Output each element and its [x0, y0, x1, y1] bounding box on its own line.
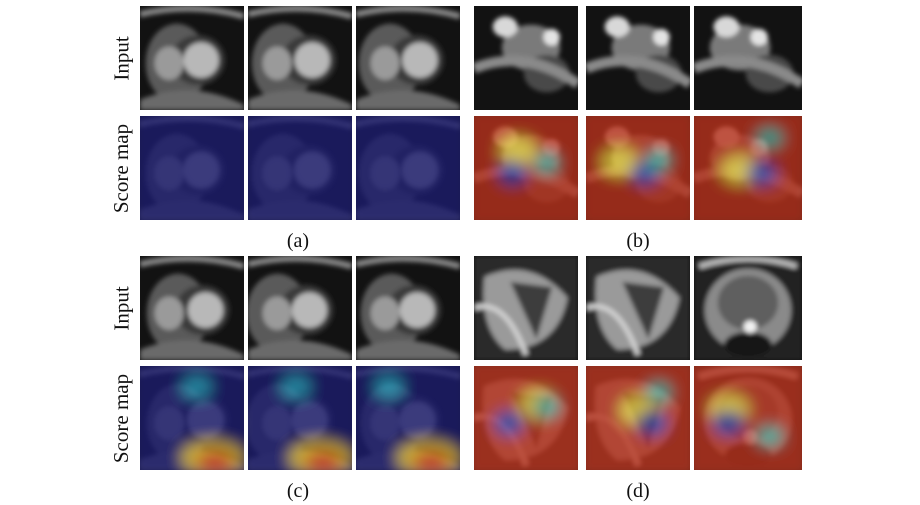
input-image-a-1 — [140, 6, 244, 110]
score-map-image-a-3 — [356, 116, 460, 220]
panel-caption-a: (a) — [286, 230, 310, 252]
input-image-b-1 — [474, 6, 578, 110]
row-label-input-top: Input — [109, 35, 134, 81]
score-map-image-a-2 — [248, 116, 352, 220]
score-map-image-c-1 — [140, 366, 244, 470]
panel-caption-b: (b) — [626, 230, 650, 252]
score-map-image-c-3 — [356, 366, 460, 470]
input-image-a-3 — [356, 6, 460, 110]
row-label-input-bottom: Input — [109, 285, 134, 331]
row-label-score-map-top: Score map — [109, 123, 134, 213]
input-image-b-2 — [586, 6, 690, 110]
score-map-image-d-2 — [586, 366, 690, 470]
input-image-c-3 — [356, 256, 460, 360]
score-map-image-b-1 — [474, 116, 578, 220]
input-image-b-3 — [694, 6, 802, 110]
score-map-image-b-2 — [586, 116, 690, 220]
input-image-d-1 — [474, 256, 578, 360]
panel-caption-d: (d) — [626, 480, 650, 502]
input-image-a-2 — [248, 6, 352, 110]
row-label-score-map-bottom: Score map — [109, 373, 134, 463]
input-image-d-2 — [586, 256, 690, 360]
score-map-image-b-3 — [694, 116, 802, 220]
score-map-image-d-1 — [474, 366, 578, 470]
panel-caption-c: (c) — [286, 480, 310, 502]
score-map-image-c-2 — [248, 366, 352, 470]
input-image-d-3 — [694, 256, 802, 360]
score-map-image-d-3 — [694, 366, 802, 470]
input-image-c-2 — [248, 256, 352, 360]
input-image-c-1 — [140, 256, 244, 360]
score-map-image-a-1 — [140, 116, 244, 220]
